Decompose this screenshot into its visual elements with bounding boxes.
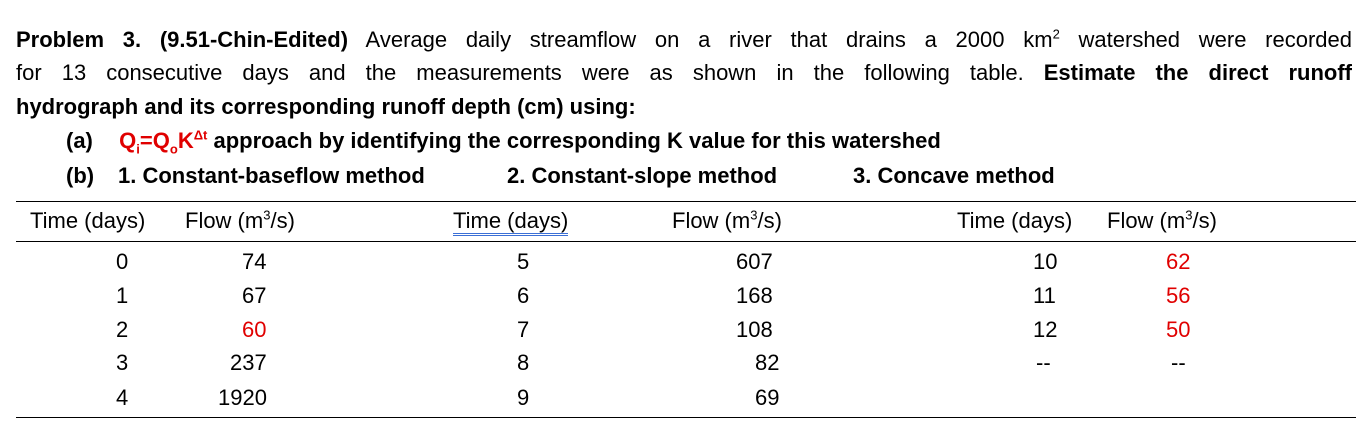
header-flow-1-text: Flow (m — [185, 208, 264, 233]
table-cell-flow: 67 — [242, 283, 267, 308]
part-b-method-2: 2. Constant-slope method — [507, 163, 778, 188]
header-flow-1-sup: 3 — [263, 207, 271, 223]
table-cell-flow-highlight: 60 — [242, 317, 267, 342]
table-cell-time: 2 — [116, 317, 129, 342]
table-cell-flow-highlight: 62 — [1166, 249, 1191, 274]
table-cell-time: 12 — [1033, 317, 1058, 342]
table-cell-time: 9 — [517, 385, 530, 410]
table-cell-flow-highlight: 56 — [1166, 283, 1191, 308]
header-flow-2-text: Flow (m — [672, 208, 751, 233]
table-cell-time: -- — [1036, 350, 1051, 375]
table-cell-flow: 108 — [736, 317, 773, 342]
problem-line-2-inner: for 13 consecutive days and the measurem… — [16, 60, 1352, 86]
header-flow-2-suffix: /s) — [757, 208, 782, 233]
header-time-1: Time (days) — [30, 208, 146, 233]
table-cell-time: 3 — [116, 350, 129, 375]
table-cell-flow: 69 — [755, 385, 780, 410]
table-cell-time: 10 — [1033, 249, 1058, 274]
table-cell-time: 1 — [116, 283, 129, 308]
table-cell-time: 6 — [517, 283, 530, 308]
header-time-2: Time (days) — [453, 208, 569, 236]
table-cell-flow-highlight: 50 — [1166, 317, 1191, 342]
problem-line-1-inner: Problem 3. (9.51-Chin-Edited) Average da… — [16, 27, 1352, 53]
formula-q: Q — [119, 128, 137, 153]
problem-line-3: hydrograph and its corresponding runoff … — [16, 94, 636, 119]
table-cell-flow: 168 — [736, 283, 773, 308]
formula-sub-i: i — [136, 141, 140, 157]
formula-k: K — [177, 128, 194, 153]
table-top-rule — [16, 201, 1356, 202]
km-superscript: 2 — [1052, 26, 1060, 42]
table-cell-flow: 82 — [755, 350, 780, 375]
problem-line-1: Problem 3. (9.51-Chin-Edited) Average da… — [16, 27, 1352, 53]
part-b-label: (b) — [66, 163, 95, 188]
header-flow-1: Flow (m3/s) — [185, 208, 295, 234]
header-time-3: Time (days) — [957, 208, 1073, 233]
line1-text-b: watershed were recorded — [1059, 27, 1352, 52]
table-cell-time: 0 — [116, 249, 129, 274]
table-cell-time: 4 — [116, 385, 129, 410]
problem-heading: Problem 3. (9.51-Chin-Edited) — [16, 27, 349, 52]
header-time-2-text: Time (days) — [453, 208, 569, 236]
table-cell-flow: 74 — [242, 249, 267, 274]
line1-text-a: Average daily streamflow on a river that… — [348, 27, 1053, 52]
table-header-rule — [16, 241, 1356, 242]
header-flow-1-suffix: /s) — [270, 208, 295, 233]
table-cell-time: 11 — [1033, 283, 1056, 308]
header-flow-2-sup: 3 — [750, 207, 758, 223]
header-flow-3: Flow (m3/s) — [1107, 208, 1217, 234]
header-flow-3-text: Flow (m — [1107, 208, 1186, 233]
header-time-2-underlined: Time (days) — [453, 208, 569, 236]
part-a: (a) Qi=QoKΔt approach by identifying the… — [66, 127, 941, 157]
header-flow-3-sup: 3 — [1185, 207, 1193, 223]
part-a-text: approach by identifying the correspondin… — [207, 128, 941, 153]
problem-line-2: for 13 consecutive days and the measurem… — [16, 60, 1352, 86]
table-cell-flow: -- — [1171, 350, 1186, 375]
table-cell-flow: 237 — [230, 350, 267, 375]
formula-sup-dt: Δt — [193, 127, 208, 143]
header-flow-3-suffix: /s) — [1192, 208, 1217, 233]
part-b: (b) — [66, 163, 94, 189]
line2-text: for 13 consecutive days and the measurem… — [16, 60, 1044, 85]
table-cell-time: 8 — [517, 350, 530, 375]
line2-bold: Estimate the direct runoff — [1043, 60, 1352, 85]
part-a-label: (a) — [66, 128, 93, 153]
table-bottom-rule — [16, 417, 1356, 418]
formula-eq: =Q — [139, 128, 170, 153]
part-b-method-1: 1. Constant-baseflow method — [118, 163, 425, 188]
table-cell-flow: 1920 — [218, 385, 267, 410]
table-cell-time: 7 — [517, 317, 530, 342]
header-flow-2: Flow (m3/s) — [672, 208, 782, 234]
formula-sub-o: o — [169, 141, 178, 157]
part-a-formula: Qi=QoKΔt — [119, 127, 208, 157]
table-cell-time: 5 — [517, 249, 530, 274]
table-cell-flow: 607 — [736, 249, 773, 274]
part-b-method-3: 3. Concave method — [853, 163, 1055, 188]
